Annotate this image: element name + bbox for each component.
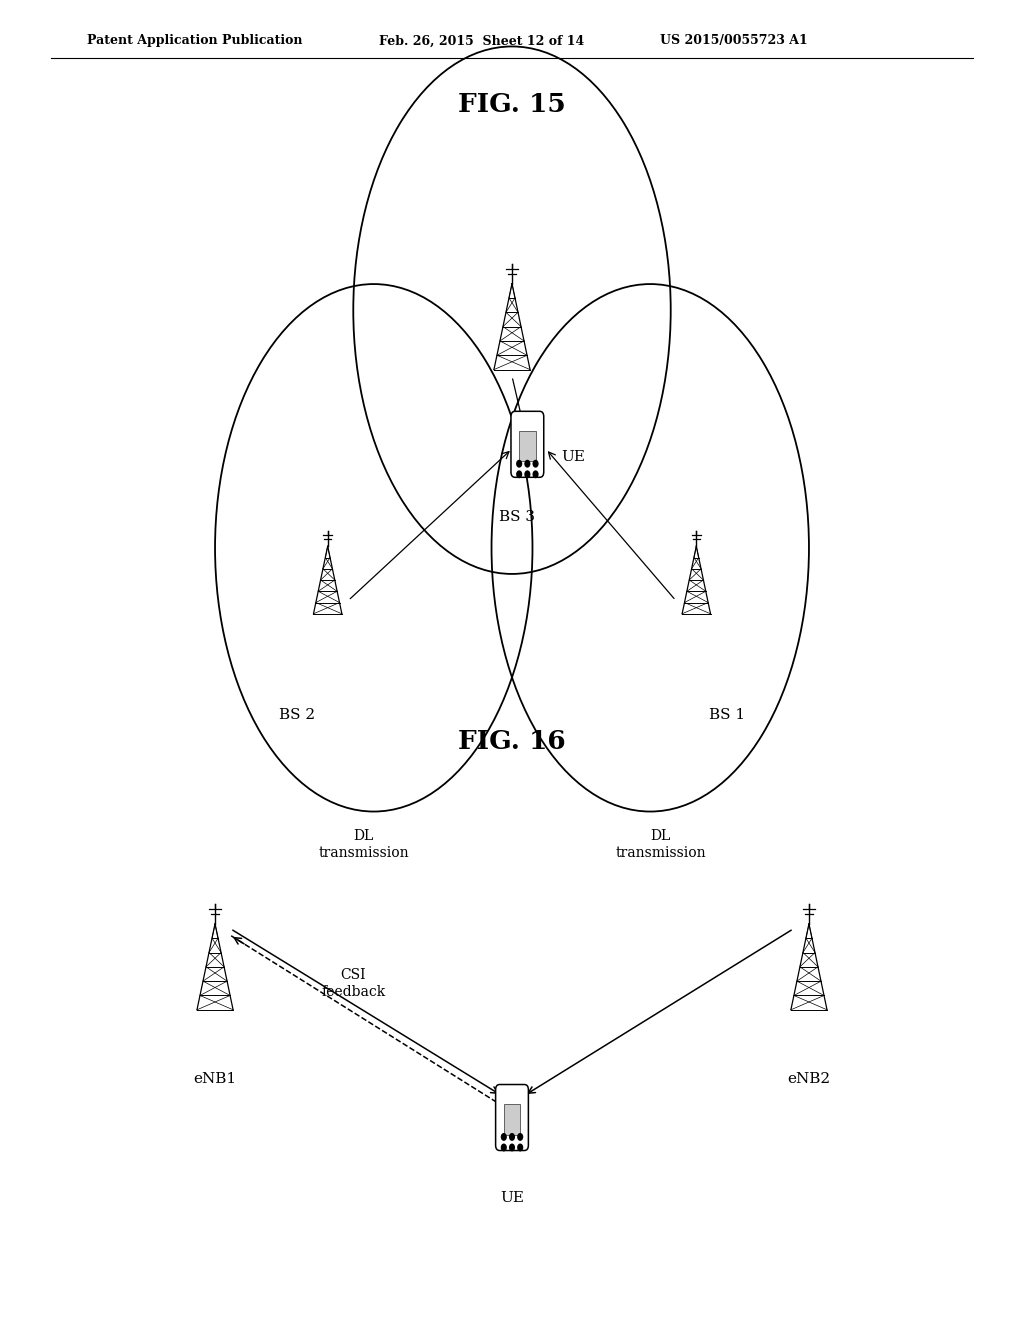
Text: DL
transmission: DL transmission	[615, 829, 706, 861]
Text: eNB1: eNB1	[194, 1072, 237, 1086]
Circle shape	[501, 1143, 507, 1151]
Circle shape	[501, 1133, 507, 1140]
Circle shape	[517, 1143, 523, 1151]
Circle shape	[516, 470, 522, 478]
Circle shape	[509, 1133, 515, 1140]
FancyBboxPatch shape	[511, 412, 544, 478]
Text: CSI
feedback: CSI feedback	[322, 968, 385, 999]
Text: Feb. 26, 2015  Sheet 12 of 14: Feb. 26, 2015 Sheet 12 of 14	[379, 34, 584, 48]
Circle shape	[516, 459, 522, 467]
Text: UE: UE	[500, 1191, 524, 1205]
Bar	[504, 1104, 520, 1135]
Text: Patent Application Publication: Patent Application Publication	[87, 34, 302, 48]
Circle shape	[517, 1133, 523, 1140]
Text: FIG. 15: FIG. 15	[458, 92, 566, 117]
Bar	[519, 430, 536, 462]
FancyBboxPatch shape	[496, 1085, 528, 1151]
Circle shape	[532, 470, 539, 478]
Text: UE: UE	[561, 450, 585, 463]
Circle shape	[532, 459, 539, 467]
Text: DL
transmission: DL transmission	[318, 829, 409, 861]
Text: BS 1: BS 1	[709, 708, 745, 722]
Text: eNB2: eNB2	[787, 1072, 830, 1086]
Text: US 2015/0055723 A1: US 2015/0055723 A1	[660, 34, 808, 48]
Text: BS 3: BS 3	[499, 510, 536, 524]
Text: BS 2: BS 2	[279, 708, 315, 722]
Circle shape	[509, 1143, 515, 1151]
Text: FIG. 16: FIG. 16	[458, 729, 566, 754]
Circle shape	[524, 470, 530, 478]
Circle shape	[524, 459, 530, 467]
